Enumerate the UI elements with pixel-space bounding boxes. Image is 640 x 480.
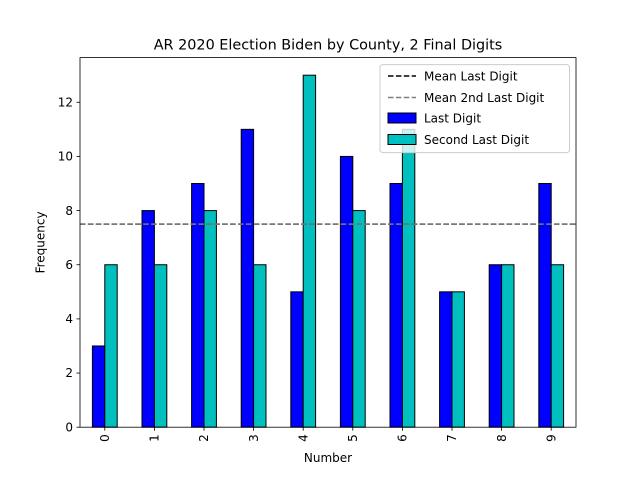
x-tick-label: 4 — [296, 434, 310, 442]
bar-second-last-digit-6 — [401, 128, 416, 428]
bar-second-last-digit-5 — [352, 210, 366, 428]
legend-frame — [379, 64, 570, 154]
x-tick-label: 2 — [197, 434, 211, 442]
bar-last-digit-3 — [240, 128, 255, 428]
y-tick-label: 10 — [58, 150, 73, 164]
x-tick-label: 3 — [247, 434, 261, 442]
bar-second-last-digit-8 — [501, 264, 515, 428]
plot-frame — [79, 57, 577, 428]
bar-last-digit-1 — [141, 210, 155, 428]
x-axis: 0 1 2 3 4 5 6 7 8 9 — [98, 427, 558, 442]
bar-last-digit-4 — [290, 291, 304, 428]
bar-second-last-digit-0 — [104, 264, 118, 428]
bar-last-digit-2 — [191, 183, 205, 428]
chart-title: AR 2020 Election Biden by County, 2 Fina… — [154, 38, 503, 54]
bar-last-digit-6 — [389, 183, 403, 428]
y-tick-label: 8 — [65, 204, 73, 218]
x-tick-label: 1 — [148, 434, 162, 442]
bar-second-last-digit-1 — [153, 264, 168, 428]
y-tick-label: 4 — [65, 312, 73, 326]
bar-second-last-digit-9 — [550, 264, 565, 428]
y-axis-label: Frequency — [34, 211, 48, 273]
y-tick-label: 12 — [58, 95, 73, 109]
bar-second-last-digit-2 — [203, 210, 217, 428]
bar-last-digit-0 — [91, 345, 106, 428]
x-tick-label: 8 — [495, 434, 509, 442]
bar-last-digit-7 — [439, 291, 453, 428]
x-axis-label: Number — [304, 451, 352, 465]
x-tick-label: 7 — [445, 434, 459, 442]
y-tick-label: 0 — [65, 420, 73, 434]
bar-last-digit-5 — [339, 155, 354, 428]
bar-last-digit-8 — [488, 264, 503, 428]
legend-swatch-second-last-digit — [387, 134, 417, 145]
y-tick-label: 6 — [65, 258, 73, 272]
x-tick-label: 5 — [346, 434, 360, 442]
legend-label-last-digit: Last Digit — [424, 111, 481, 125]
x-tick-label: 9 — [544, 434, 558, 442]
y-tick-label: 2 — [65, 366, 73, 380]
legend-label-mean-last-digit: Mean Last Digit — [424, 69, 518, 83]
bar-second-last-digit-7 — [451, 291, 465, 428]
x-tick-label: 6 — [396, 434, 410, 442]
legend-label-mean-2nd-last-digit: Mean 2nd Last Digit — [424, 91, 545, 105]
bar-last-digit-9 — [538, 183, 552, 428]
legend-swatch-last-digit — [387, 112, 417, 124]
legend-label-second-last-digit: Second Last Digit — [424, 133, 529, 147]
legend: Mean Last Digit Mean 2nd Last Digit Last… — [379, 64, 570, 154]
x-tick-label: 0 — [98, 434, 112, 442]
y-axis: 0 2 4 6 8 10 12 — [58, 95, 80, 434]
bar-second-last-digit-3 — [253, 264, 267, 428]
bars-group — [91, 74, 565, 428]
bar-second-last-digit-4 — [302, 74, 317, 428]
